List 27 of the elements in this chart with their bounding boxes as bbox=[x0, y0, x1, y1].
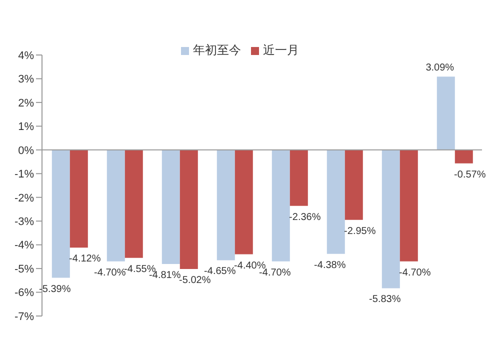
y-tick-label: 1% bbox=[18, 121, 34, 134]
y-tick-label: 3% bbox=[18, 74, 34, 86]
data-label: -0.57% bbox=[454, 169, 486, 180]
y-tick-label: -7% bbox=[14, 310, 34, 323]
y-tick-label: -1% bbox=[14, 168, 34, 181]
data-label: -5.39% bbox=[39, 284, 71, 295]
data-label: -4.12% bbox=[69, 254, 101, 265]
y-tick-label: -6% bbox=[14, 287, 34, 300]
legend-label: 近一月 bbox=[263, 43, 299, 57]
data-label: -4.70% bbox=[399, 267, 431, 278]
data-label: -5.02% bbox=[179, 275, 211, 286]
y-tick-label: 2% bbox=[18, 97, 34, 110]
y-tick-label: -5% bbox=[14, 263, 34, 276]
y-tick-label: -2% bbox=[14, 192, 34, 204]
y-tick-label: 0% bbox=[18, 144, 34, 157]
data-label: -2.95% bbox=[344, 226, 376, 237]
data-label: -5.83% bbox=[369, 294, 401, 306]
y-tick-label: -3% bbox=[14, 216, 34, 228]
y-tick-label: 4% bbox=[18, 50, 34, 62]
data-label: 3.09% bbox=[426, 62, 454, 74]
data-label: -4.38% bbox=[314, 260, 346, 271]
legend-label: 年初至今 bbox=[193, 43, 241, 57]
y-tick-label: -4% bbox=[14, 240, 34, 252]
data-label: -4.70% bbox=[259, 267, 291, 278]
data-label: -4.70% bbox=[94, 267, 126, 278]
data-label: -2.36% bbox=[289, 212, 321, 223]
data-label: -4.65% bbox=[204, 266, 236, 278]
